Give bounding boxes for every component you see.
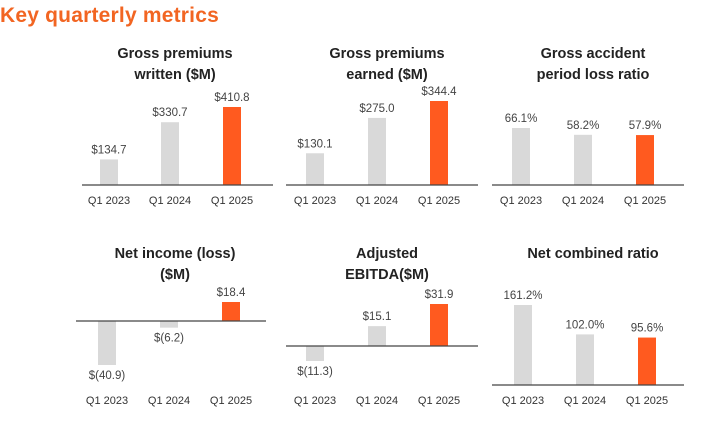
page-title: Key quarterly metrics <box>0 4 219 27</box>
data-label: $330.7 <box>152 107 187 119</box>
tick-label: Q1 2025 <box>418 195 460 207</box>
tick-label: Q1 2023 <box>294 395 336 407</box>
bar <box>222 302 240 321</box>
chart-title-line: Net combined ratio <box>527 246 659 262</box>
data-label: 95.6% <box>631 323 664 335</box>
data-label: $(40.9) <box>89 370 126 382</box>
data-label: 102.0% <box>565 319 604 331</box>
chart-panel: Adjusted EBITDA($M) $(11.3) Q1 2023 $15.1 Q1 … <box>282 244 492 444</box>
data-label: 66.1% <box>505 113 538 125</box>
chart-panel: Net combined ratio 161.2% Q1 2023 102.0% Q1 … <box>488 244 698 444</box>
bar <box>160 321 178 328</box>
tick-label: Q1 2024 <box>562 195 604 207</box>
chart-svg: $(40.9) Q1 2023 $(6.2) Q1 2024 $18.4 Q1 2025 <box>76 287 266 407</box>
chart-title: Net combined ratio <box>488 244 698 265</box>
tick-label: Q1 2025 <box>211 195 253 207</box>
bar <box>98 321 116 365</box>
chart-panel: Gross accident period loss ratio 66.1% Q1 2… <box>488 44 698 244</box>
tick-label: Q1 2024 <box>356 395 398 407</box>
tick-label: Q1 2024 <box>356 195 398 207</box>
data-label: $15.1 <box>363 311 392 323</box>
chart-title-line: ($M) <box>160 267 190 283</box>
data-label: $18.4 <box>217 287 246 299</box>
data-label: $(6.2) <box>154 333 184 345</box>
chart-panel: Gross premiums written ($M) $134.7 Q1 2023 $… <box>70 44 280 244</box>
chart-panel: Gross premiums earned ($M) $130.1 Q1 2023 $2… <box>282 44 492 244</box>
chart-title-line: period loss ratio <box>536 67 650 83</box>
bar <box>223 107 241 185</box>
data-label: 58.2% <box>567 120 600 132</box>
tick-label: Q1 2023 <box>500 195 542 207</box>
chart-svg: 161.2% Q1 2023 102.0% Q1 2024 95.6% Q1 2025 <box>492 290 684 407</box>
tick-label: Q1 2025 <box>626 395 668 407</box>
bar <box>430 101 448 185</box>
tick-label: Q1 2024 <box>148 395 190 407</box>
bar <box>574 134 592 185</box>
tick-label: Q1 2024 <box>149 195 191 207</box>
chart-title-line: written ($M) <box>134 67 216 83</box>
chart-title-line: EBITDA($M) <box>345 267 429 283</box>
data-label: $134.7 <box>91 144 126 156</box>
bar <box>576 334 594 385</box>
chart-title-line: Adjusted <box>355 246 419 262</box>
chart-title: Net income (loss) ($M) <box>70 244 280 286</box>
bar <box>161 122 179 185</box>
data-label: $31.9 <box>425 289 454 301</box>
chart-title: Gross premiums written ($M) <box>70 44 280 86</box>
data-label: 161.2% <box>503 290 542 302</box>
bar <box>368 117 386 185</box>
tick-label: Q1 2023 <box>502 395 544 407</box>
chart-title-line: Gross premiums <box>117 46 233 62</box>
chart-svg: $134.7 Q1 2023 $330.7 Q1 2024 $410.8 Q1 2025 <box>82 92 273 207</box>
tick-label: Q1 2023 <box>88 195 130 207</box>
tick-label: Q1 2023 <box>86 395 128 407</box>
chart-svg: 66.1% Q1 2023 58.2% Q1 2024 57.9% Q1 2025 <box>492 113 684 207</box>
tick-label: Q1 2025 <box>418 395 460 407</box>
bar <box>512 128 530 185</box>
bar <box>430 304 448 346</box>
tick-label: Q1 2024 <box>564 395 606 407</box>
chart-title: Gross premiums earned ($M) <box>282 44 492 86</box>
bar <box>514 305 532 385</box>
data-label: $410.8 <box>214 92 249 104</box>
chart-svg: $(11.3) Q1 2023 $15.1 Q1 2024 $31.9 Q1 2025 <box>286 289 478 407</box>
bar <box>368 326 386 346</box>
bar <box>636 135 654 185</box>
chart-title-line: Gross premiums <box>329 46 445 62</box>
data-label: $130.1 <box>297 138 332 150</box>
tick-label: Q1 2023 <box>294 195 336 207</box>
bar <box>306 153 324 185</box>
chart-title-line: earned ($M) <box>346 67 428 83</box>
chart-title: Adjusted EBITDA($M) <box>282 244 492 286</box>
bar <box>638 337 656 385</box>
bar <box>306 346 324 361</box>
tick-label: Q1 2025 <box>624 195 666 207</box>
chart-panel: Net income (loss) ($M) $(40.9) Q1 2023 $(6.2… <box>70 244 280 444</box>
chart-svg: $130.1 Q1 2023 $275.0 Q1 2024 $344.4 Q1 2025 <box>286 86 478 207</box>
tick-label: Q1 2025 <box>210 395 252 407</box>
bar <box>100 159 118 185</box>
chart-title-line: Gross accident <box>540 46 646 62</box>
chart-title-line: Net income (loss) <box>114 246 236 262</box>
data-label: $(11.3) <box>297 366 333 378</box>
data-label: $275.0 <box>359 103 394 115</box>
data-label: $344.4 <box>421 86 457 98</box>
data-label: 57.9% <box>629 120 662 132</box>
chart-title: Gross accident period loss ratio <box>488 44 698 86</box>
